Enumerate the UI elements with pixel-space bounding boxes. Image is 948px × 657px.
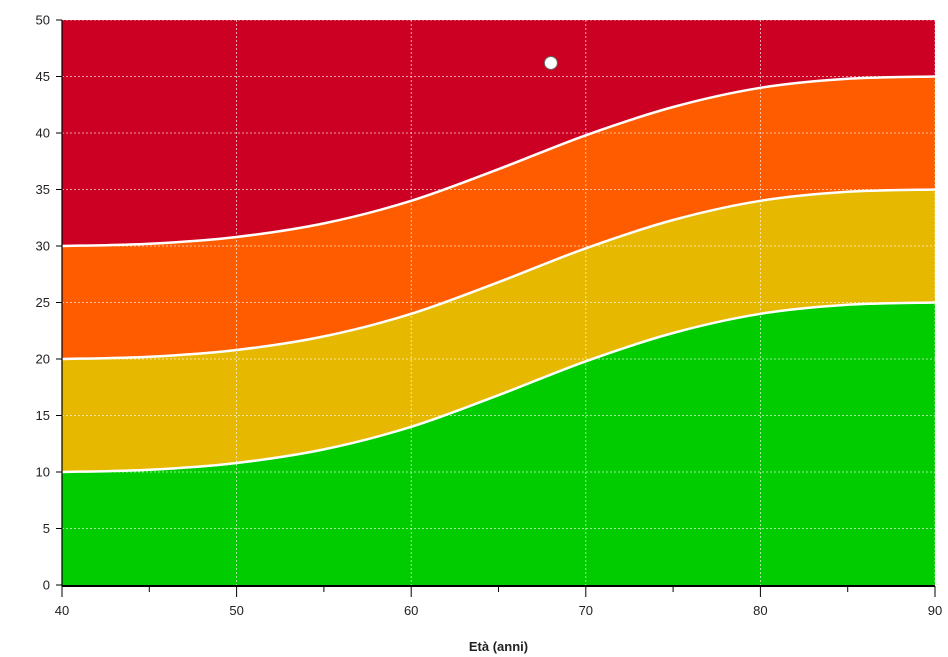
y-tick-label: 35: [36, 182, 50, 197]
data-points: [543, 55, 558, 70]
boundary-curve-1: [61, 188, 936, 361]
grid-lines: [62, 19, 936, 585]
x-tick-label: 90: [928, 603, 942, 618]
data-point: [543, 55, 558, 70]
boundary-curve-0: [61, 301, 936, 474]
y-tick-label: 20: [36, 352, 50, 367]
y-tick-label: 5: [43, 521, 50, 536]
y-tick-label: 15: [36, 408, 50, 423]
x-tick-label: 70: [579, 603, 593, 618]
band-0: [62, 302, 935, 585]
x-tick-label: 80: [753, 603, 767, 618]
x-axis-title: Età (anni): [469, 639, 528, 654]
axes: 0 5 10 15 20 25 30 35 40 45 50 40 50 60 70 80 90: [36, 13, 943, 619]
y-tick-label: 45: [36, 69, 50, 84]
y-tick-label: 10: [36, 465, 50, 480]
x-tick-label: 50: [229, 603, 243, 618]
y-tick-label: 30: [36, 239, 50, 254]
x-tick-label: 40: [55, 603, 69, 618]
boundary-curve-2: [61, 75, 936, 248]
y-tick-label: 25: [36, 295, 50, 310]
y-tick-label: 50: [36, 13, 50, 28]
x-tick-label: 60: [404, 603, 418, 618]
y-tick-label: 0: [43, 578, 50, 593]
band-boundaries: [61, 75, 936, 474]
y-tick-label: 40: [36, 126, 50, 141]
